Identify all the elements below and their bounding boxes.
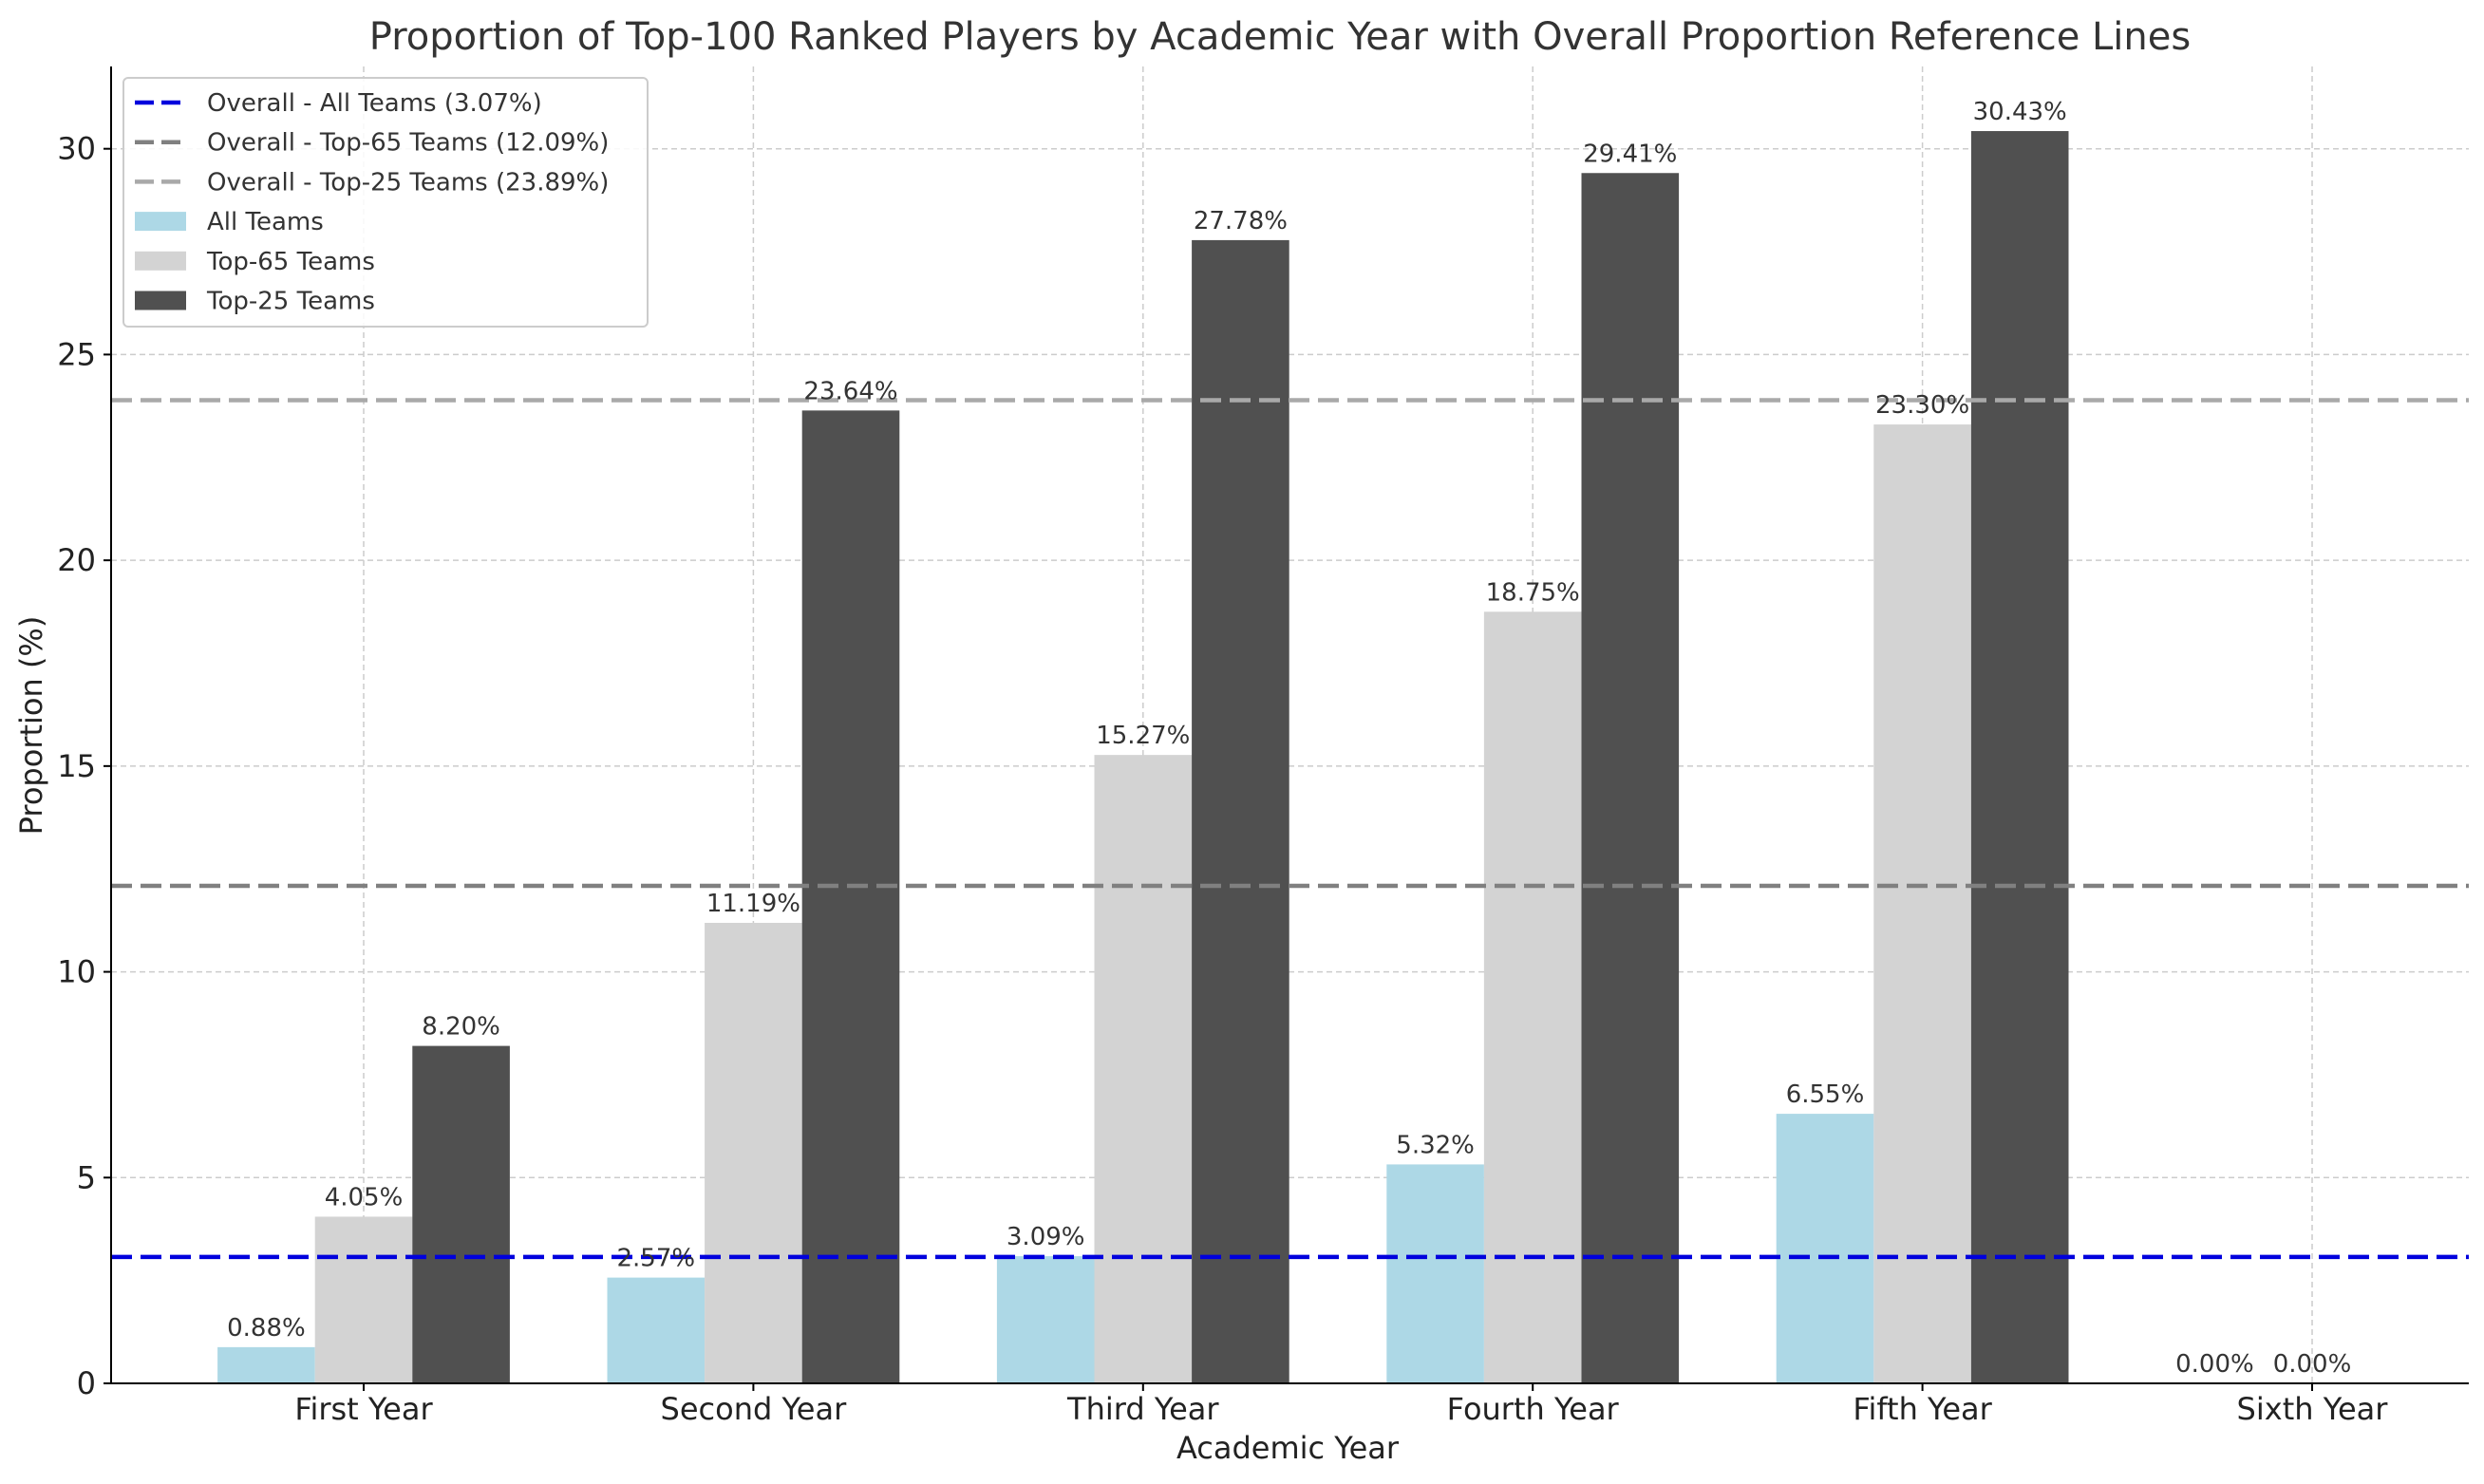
x-tick-label: Fifth Year [1853, 1391, 1992, 1427]
axes-layer: 0 5 10 15 20 25 30 First Year Second Year Third Y… [57, 66, 2469, 1427]
x-tick-label: Sixth Year [2237, 1391, 2389, 1427]
x-axis-label: Academic Year [1176, 1430, 1400, 1466]
data-label: 23.64% [803, 377, 897, 405]
x-tick-label: Second Year [661, 1391, 848, 1427]
legend-box [122, 77, 649, 328]
legend-bar-swatch [135, 212, 186, 232]
y-tick-label: 25 [57, 336, 96, 372]
bar [1581, 173, 1680, 1384]
chart-title: Proportion of Top-100 Ranked Players by … [369, 15, 2191, 59]
legend-entry-label: Overall - All Teams (3.07%) [207, 89, 542, 118]
legend-bar-swatch [135, 251, 186, 271]
y-tick-label: 15 [57, 748, 96, 784]
legend-entry-label: Top-25 Teams [206, 288, 375, 316]
x-tick-label: Fourth Year [1447, 1391, 1620, 1427]
data-label: 2.57% [616, 1245, 695, 1273]
y-tick-label: 0 [77, 1365, 96, 1401]
data-label: 8.20% [422, 1013, 500, 1042]
legend-bar-swatch [135, 291, 186, 310]
y-axis-label: Proportion (%) [13, 616, 49, 836]
data-label: 3.09% [1007, 1223, 1085, 1251]
y-tick-label: 30 [57, 131, 96, 167]
data-label: 4.05% [325, 1183, 404, 1212]
bar [1970, 131, 2069, 1383]
reference-lines-layer [111, 398, 2469, 1260]
bar [1776, 1114, 1874, 1383]
bar [1094, 755, 1193, 1383]
data-label: 29.41% [1583, 140, 1677, 168]
data-label: 0.88% [227, 1314, 306, 1343]
bar [801, 410, 900, 1383]
legend-entry-label: Top-65 Teams [206, 248, 375, 276]
data-label: 0.00% [2175, 1350, 2254, 1379]
bars-layer [217, 131, 2069, 1384]
x-tick-label: First Year [294, 1391, 433, 1427]
data-label: 27.78% [1194, 207, 1288, 235]
bar [1386, 1164, 1484, 1383]
y-tick-label: 20 [57, 542, 96, 578]
bar [705, 922, 802, 1383]
bar [314, 1216, 413, 1383]
bar [996, 1256, 1095, 1383]
legend: Overall - All Teams (3.07%) Overall - Top… [122, 77, 649, 328]
data-label: 23.30% [1875, 391, 1969, 420]
data-label: 30.43% [1973, 98, 2067, 126]
data-label: 5.32% [1396, 1131, 1475, 1159]
legend-entry-label: All Teams [207, 208, 324, 236]
x-tick-label: Third Year [1066, 1391, 1219, 1427]
y-tick-label: 5 [77, 1159, 96, 1195]
bar [1873, 424, 1971, 1383]
legend-entry-label: Overall - Top-25 Teams (23.89%) [207, 168, 609, 197]
data-label: 6.55% [1786, 1080, 1865, 1109]
bar [217, 1346, 315, 1383]
bar [412, 1045, 510, 1383]
bar [1483, 611, 1582, 1383]
data-label: 18.75% [1486, 578, 1580, 607]
data-label: 15.27% [1096, 722, 1190, 750]
y-tick-label: 10 [57, 954, 96, 990]
data-label: 11.19% [706, 890, 800, 918]
legend-entry-label: Overall - Top-65 Teams (12.09%) [207, 129, 609, 158]
data-labels-layer: 0.88% 2.57% 3.09% 5.32% 6.55% 0.00% 4.05% 11.19… [227, 98, 2351, 1379]
bar [1192, 239, 1289, 1383]
bar [607, 1277, 706, 1383]
data-label: 0.00% [2273, 1350, 2352, 1379]
